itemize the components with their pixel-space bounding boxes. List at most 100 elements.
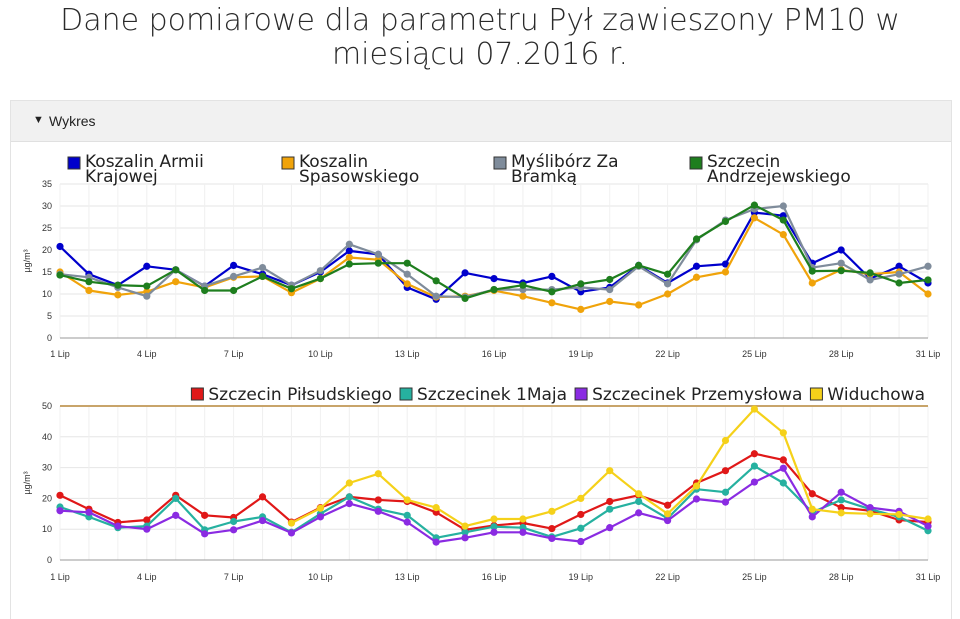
x-tick-label: 16 Lip xyxy=(482,572,507,582)
data-point xyxy=(519,515,527,523)
data-point xyxy=(837,246,845,254)
data-point xyxy=(635,301,643,309)
data-point xyxy=(924,522,932,530)
data-point xyxy=(172,266,180,274)
x-tick-label: 22 Lip xyxy=(655,349,680,359)
data-point xyxy=(721,498,730,506)
data-point xyxy=(577,510,585,519)
data-point xyxy=(606,275,614,284)
y-tick-label: 10 xyxy=(42,289,52,299)
data-point xyxy=(345,247,353,255)
y-tick-label: 35 xyxy=(42,179,52,189)
x-tick-label: 7 Lip xyxy=(224,572,244,582)
data-point xyxy=(316,504,324,512)
legend-label: Koszalin Armii xyxy=(85,152,204,172)
data-point xyxy=(895,279,903,287)
legend-label: Myślibórz Za xyxy=(511,152,619,172)
data-point xyxy=(692,262,701,270)
data-point xyxy=(172,494,180,502)
panel-header-toggle[interactable]: ▼ Wykres xyxy=(11,101,951,142)
data-point xyxy=(721,467,730,475)
chart-2: 0 10 20 30 40 50 1 Lip 4 Lip 7 Lip 10 Lip 13 Lip 16… xyxy=(22,385,940,582)
data-point xyxy=(577,524,585,532)
data-point xyxy=(808,490,816,498)
data-point xyxy=(895,262,903,270)
data-point xyxy=(779,429,787,437)
x-tick-label: 28 Lip xyxy=(829,572,854,582)
data-point xyxy=(230,286,238,295)
x-tick-label: 4 Lip xyxy=(137,349,157,359)
legend-swatch xyxy=(689,156,703,170)
legend-label: Andrzejewskiego xyxy=(707,167,851,187)
data-point xyxy=(287,285,296,293)
data-point xyxy=(837,267,845,275)
x-tick-label: 25 Lip xyxy=(742,349,767,359)
data-point xyxy=(664,501,672,509)
data-point xyxy=(403,270,411,278)
data-point xyxy=(56,491,64,499)
data-point xyxy=(779,456,787,464)
data-point xyxy=(461,294,469,302)
data-point xyxy=(374,496,382,504)
data-point xyxy=(635,497,643,506)
data-point xyxy=(779,479,787,487)
data-point xyxy=(316,267,324,275)
data-point xyxy=(345,260,353,268)
x-tick-label: 10 Lip xyxy=(308,349,333,359)
x-tick-label: 1 Lip xyxy=(50,572,70,582)
data-point xyxy=(924,290,932,298)
data-point xyxy=(548,299,556,307)
legend-label: Szczecin Piłsudskiego xyxy=(208,385,392,405)
data-point xyxy=(750,462,759,470)
legend-swatch xyxy=(190,387,204,401)
data-point xyxy=(577,494,585,502)
y-tick-label: 40 xyxy=(42,432,52,442)
data-point xyxy=(577,280,585,288)
data-point xyxy=(577,305,585,313)
data-point xyxy=(258,264,267,272)
data-point xyxy=(664,510,672,518)
data-point xyxy=(403,518,411,526)
y-tick-label: 20 xyxy=(42,245,52,255)
data-point xyxy=(114,281,122,289)
x-tick-label: 19 Lip xyxy=(569,349,594,359)
triangle-down-icon: ▼ xyxy=(33,114,44,126)
data-point xyxy=(490,528,498,536)
data-point xyxy=(403,280,411,288)
data-point xyxy=(606,467,614,475)
data-point xyxy=(721,260,730,268)
data-point xyxy=(258,272,267,280)
y-tick-label: 15 xyxy=(42,267,52,277)
data-point xyxy=(287,529,296,537)
data-point xyxy=(143,262,151,270)
series-4 xyxy=(287,405,932,530)
data-point xyxy=(635,261,643,269)
data-point xyxy=(432,292,440,300)
data-point xyxy=(866,510,874,518)
y-tick-label: 20 xyxy=(42,493,52,503)
data-point xyxy=(461,269,469,277)
data-point xyxy=(345,240,353,248)
data-point xyxy=(924,276,932,284)
y-tick-label: 30 xyxy=(42,463,52,473)
data-point xyxy=(114,522,122,530)
series-3 xyxy=(56,464,932,546)
data-point xyxy=(519,528,527,536)
data-point xyxy=(750,214,759,222)
data-point xyxy=(837,504,845,512)
data-point xyxy=(750,478,759,486)
data-point xyxy=(635,490,643,498)
data-point xyxy=(895,270,903,278)
data-point xyxy=(750,450,759,458)
data-point xyxy=(230,517,238,526)
data-point xyxy=(56,507,64,515)
data-point xyxy=(490,275,498,283)
x-tick-label: 4 Lip xyxy=(137,572,157,582)
legend-label: Widuchowa xyxy=(827,385,925,405)
y-tick-label: 50 xyxy=(42,401,52,411)
data-point xyxy=(461,522,469,530)
data-point xyxy=(924,262,932,270)
page-title-line1: Dane pomiarowe dla parametru Pył zawiesz… xyxy=(60,3,900,38)
data-point xyxy=(750,201,759,209)
data-point xyxy=(461,528,469,536)
